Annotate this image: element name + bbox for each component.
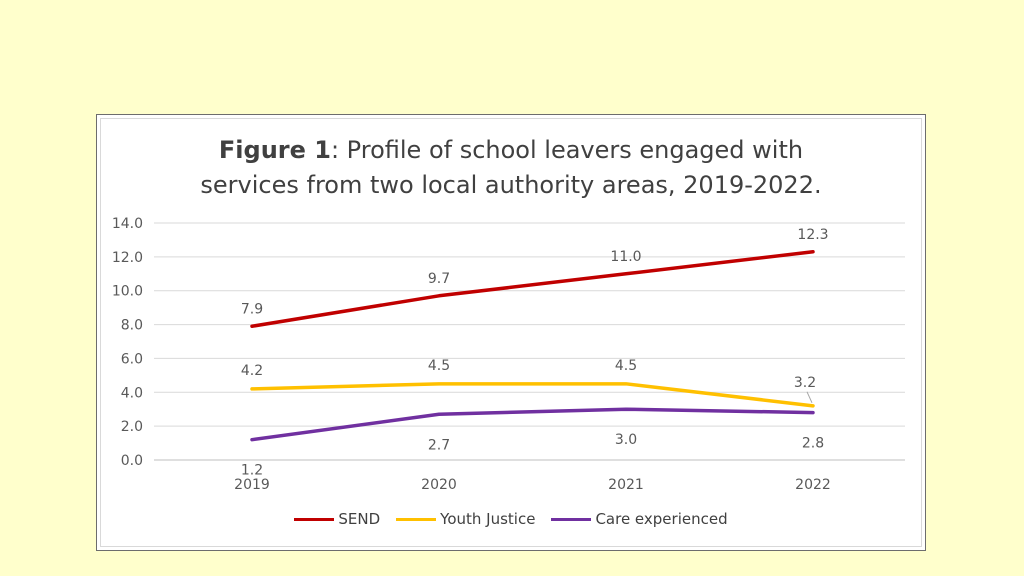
legend-item-care-experienced: Care experienced — [551, 510, 728, 528]
data-label-youth-justice-2022: 3.2 — [794, 375, 816, 391]
y-tick-label-5: 10.0 — [112, 284, 143, 300]
series-line-care-experienced — [250, 407, 815, 442]
data-label-send-2020: 9.7 — [428, 271, 450, 287]
y-tick-label-4: 8.0 — [121, 318, 143, 334]
legend-label-send: SEND — [338, 510, 381, 528]
data-label-care-experienced-2021: 3.0 — [615, 432, 637, 448]
title-line2: services from two local authority areas,… — [200, 171, 822, 199]
data-label-care-experienced-2022: 2.8 — [802, 436, 824, 452]
legend-label-care-experienced: Care experienced — [595, 510, 728, 528]
y-tick-label-7: 14.0 — [112, 216, 143, 232]
x-tick-label-2020: 2020 — [421, 477, 457, 493]
x-tick-label-2022: 2022 — [795, 477, 831, 493]
data-label-send-2022: 12.3 — [797, 227, 828, 243]
legend-item-send: SEND — [294, 510, 380, 528]
title-bold: Figure 1 — [218, 136, 331, 164]
data-label-care-experienced-2020: 2.7 — [428, 437, 450, 453]
data-label-send-2021: 11.0 — [610, 249, 641, 265]
data-label-care-experienced-2019: 1.2 — [241, 463, 263, 479]
series-line-youth-justice — [250, 382, 815, 408]
series-line-send — [250, 250, 815, 329]
line-chart: 0.0 2.0 4.0 6.0 8.0 10.0 12.0 14.0 2019 2020 2021 2… — [112, 216, 905, 493]
title-rest: : Profile of school leavers engaged with — [330, 136, 804, 164]
legend-swatch-youth-justice — [396, 517, 437, 521]
x-tick-label-2021: 2021 — [608, 477, 644, 493]
chart-title: Figure 1: Profile of school leavers enga… — [97, 133, 925, 203]
chart-frame: Figure 1: Profile of school leavers enga… — [96, 114, 926, 551]
legend-swatch-send — [294, 517, 335, 521]
data-label-leader-youth-justice-2022 — [806, 391, 813, 404]
y-tick-label-2: 4.0 — [121, 385, 143, 401]
data-label-youth-justice-2019: 4.2 — [241, 363, 263, 379]
y-tick-label-3: 6.0 — [121, 351, 143, 367]
data-label-youth-justice-2020: 4.5 — [428, 358, 450, 374]
legend-item-youth-justice: Youth Justice — [396, 510, 535, 528]
legend-label-youth-justice: Youth Justice — [440, 510, 536, 528]
y-tick-label-6: 12.0 — [112, 250, 143, 266]
legend: SEND Youth Justice Care experienced — [97, 510, 925, 528]
y-tick-label-1: 2.0 — [121, 419, 143, 435]
legend-swatch-care-experienced — [551, 517, 592, 521]
x-tick-label-2019: 2019 — [234, 477, 270, 493]
y-tick-label-0: 0.0 — [121, 453, 143, 469]
data-label-youth-justice-2021: 4.5 — [615, 358, 637, 374]
data-label-send-2019: 7.9 — [241, 301, 263, 317]
